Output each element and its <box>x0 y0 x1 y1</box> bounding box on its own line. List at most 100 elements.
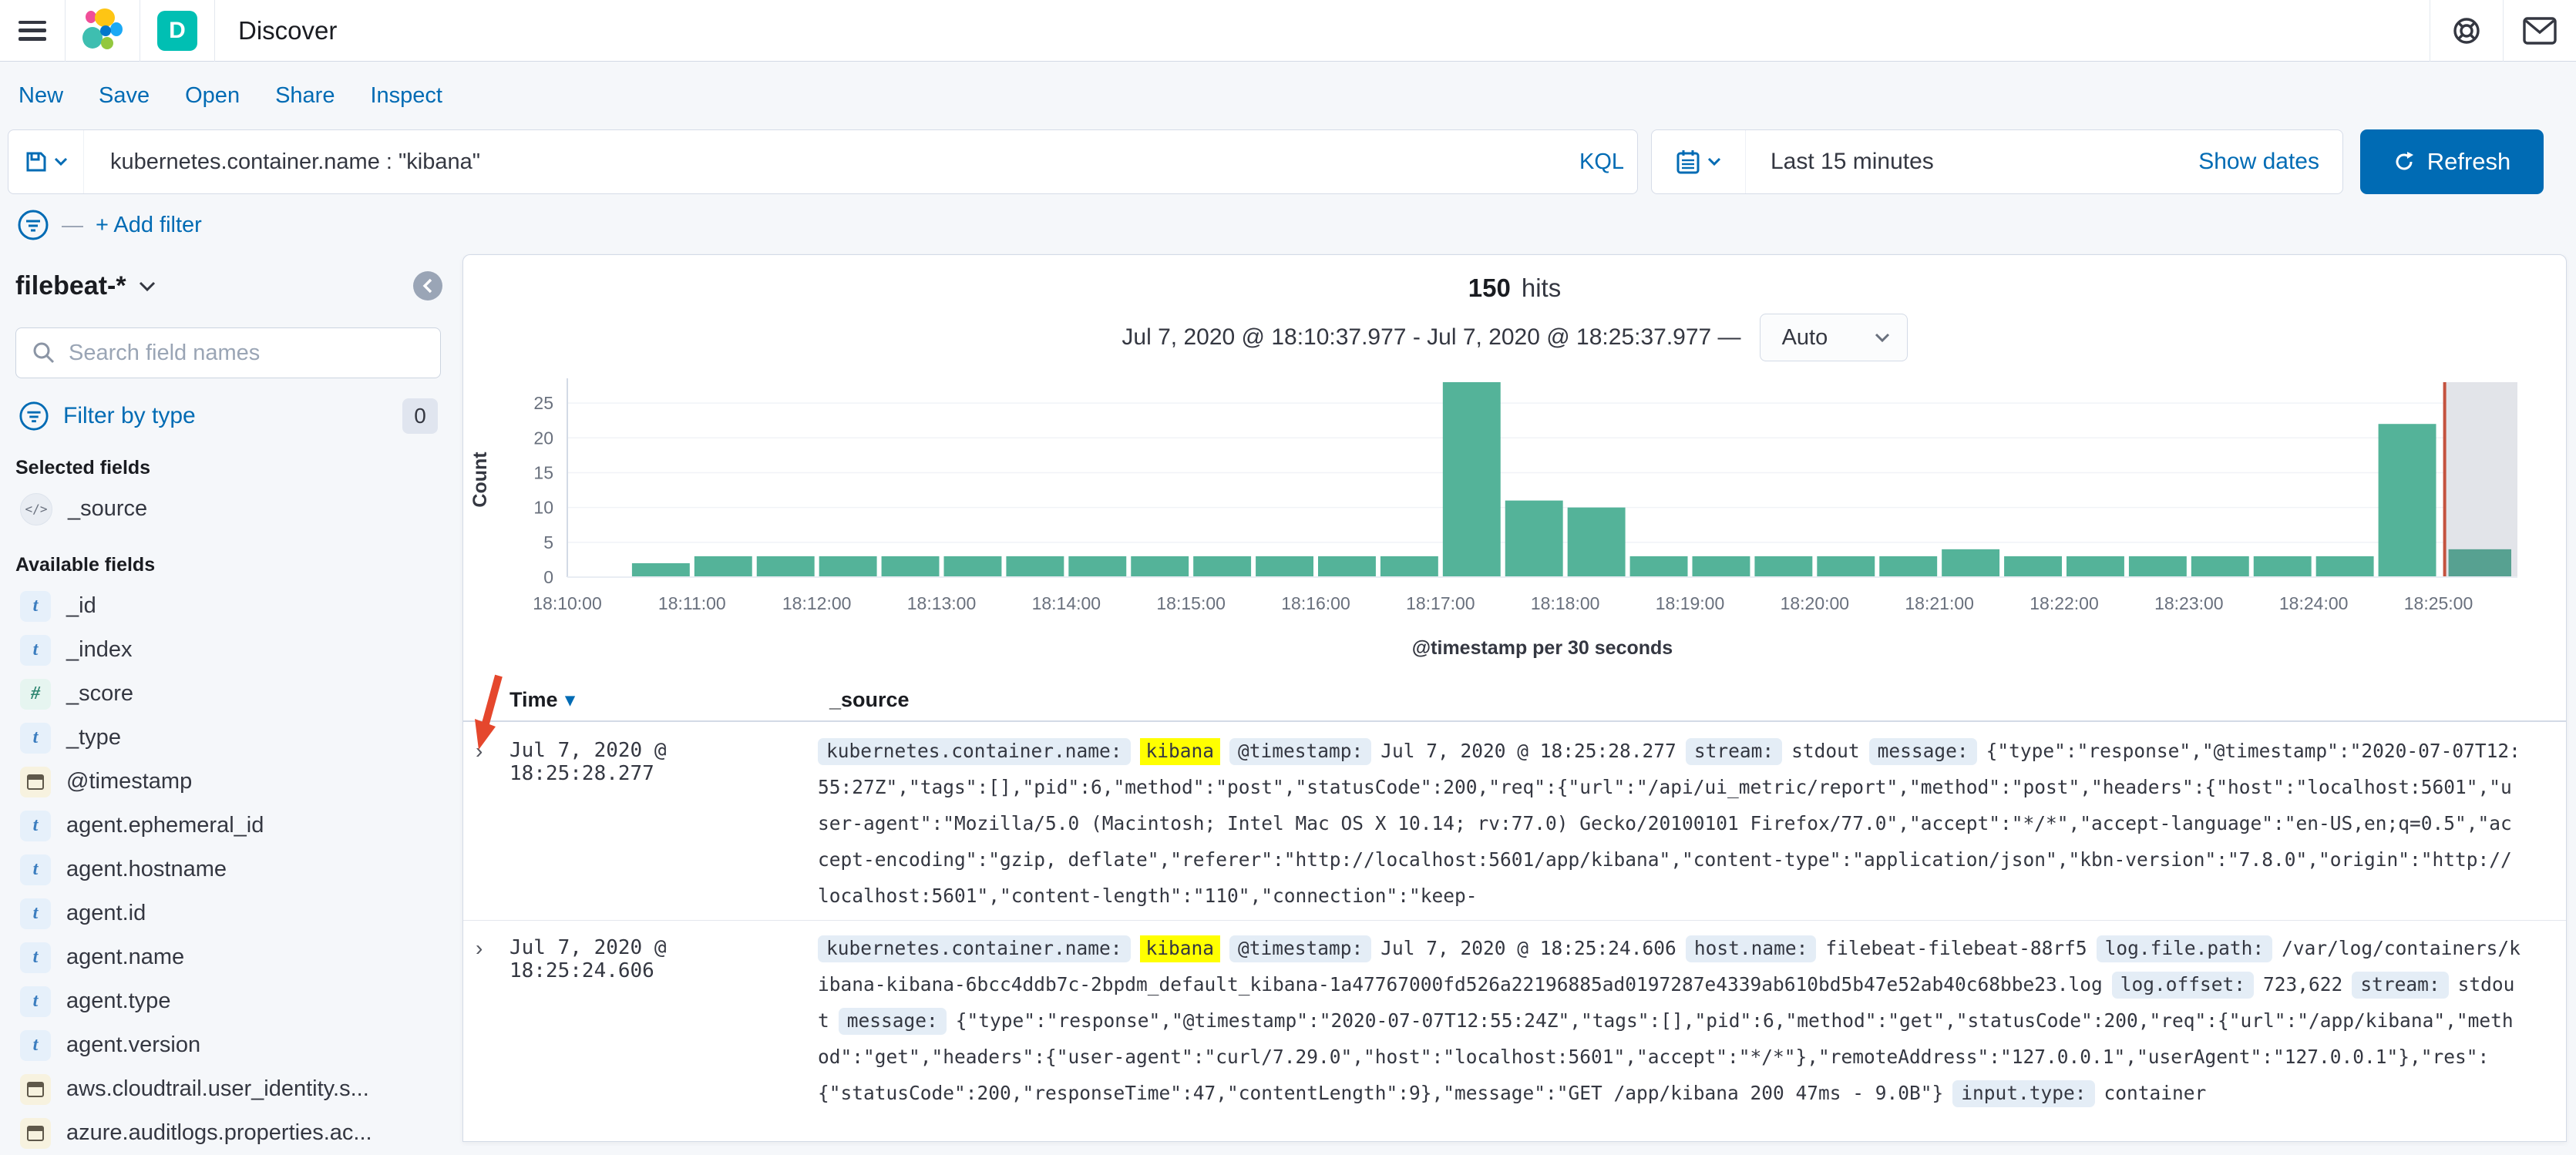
field-item-_source[interactable]: </> _source <box>15 487 441 531</box>
histogram-bar[interactable] <box>1629 556 1688 577</box>
filter-by-type-button[interactable]: Filter by type <box>63 403 196 428</box>
field-item-_type[interactable]: t _type <box>15 716 441 760</box>
query-language-button[interactable]: KQL <box>1579 149 1625 174</box>
chevron-down-icon <box>54 157 67 166</box>
field-name-badge: @timestamp: <box>1229 738 1372 765</box>
histogram-bar[interactable] <box>2253 556 2312 577</box>
saved-query-menu-button[interactable] <box>8 130 84 193</box>
new-button[interactable]: New <box>18 82 64 108</box>
refresh-button[interactable]: Refresh <box>2360 129 2544 194</box>
search-icon <box>33 342 55 364</box>
inspect-button[interactable]: Inspect <box>370 82 442 108</box>
show-dates-button[interactable]: Show dates <box>2198 149 2319 174</box>
field-item-agent.hostname[interactable]: t agent.hostname <box>15 848 441 891</box>
field-item-_score[interactable]: # _score <box>15 672 441 716</box>
newsfeed-button[interactable] <box>2504 0 2576 62</box>
field-item-azure.auditlogs.properties.ac...[interactable]: azure.auditlogs.properties.ac... <box>15 1111 441 1155</box>
histogram-bar[interactable] <box>2315 556 2374 577</box>
histogram-bar[interactable] <box>1380 556 1438 577</box>
string-field-icon: t <box>20 634 51 666</box>
calendar-icon <box>1676 150 1699 174</box>
histogram-bar[interactable] <box>1879 556 1938 577</box>
svg-text:0: 0 <box>543 567 553 587</box>
histogram-bar[interactable] <box>819 556 877 577</box>
histogram-bar[interactable] <box>2067 556 2124 577</box>
menu-button[interactable] <box>0 0 65 62</box>
histogram-bar[interactable] <box>1131 556 1189 577</box>
string-field-icon: t <box>20 722 51 754</box>
save-button[interactable]: Save <box>99 82 150 108</box>
histogram-bar[interactable] <box>1256 556 1314 577</box>
histogram-bar[interactable] <box>1754 556 1813 577</box>
share-button[interactable]: Share <box>275 82 335 108</box>
histogram-bar[interactable] <box>1817 556 1875 577</box>
histogram-bar[interactable] <box>2128 556 2187 577</box>
histogram-bar[interactable] <box>1942 549 2000 577</box>
histogram-bar[interactable] <box>1505 500 1563 577</box>
field-name: agent.ephemeral_id <box>66 813 264 838</box>
histogram-bar[interactable] <box>1193 556 1252 577</box>
histogram-bar[interactable] <box>1567 507 1626 577</box>
field-item-agent.id[interactable]: t agent.id <box>15 891 441 935</box>
app-icon-discover[interactable]: D <box>140 0 214 62</box>
elastic-logo[interactable] <box>66 0 140 62</box>
histogram-bar[interactable] <box>1068 556 1127 577</box>
field-name: aws.cloudtrail.user_identity.s... <box>66 1076 369 1101</box>
svg-text:10: 10 <box>533 498 553 518</box>
histogram-bar[interactable] <box>881 556 940 577</box>
field-item-_id[interactable]: t _id <box>15 584 441 628</box>
add-filter-button[interactable]: + Add filter <box>96 212 202 237</box>
histogram-bar[interactable] <box>2378 424 2436 577</box>
field-value: stdout <box>1791 740 1860 762</box>
search-field-names-input[interactable] <box>69 340 440 366</box>
column-header-time[interactable]: Time ▾ <box>509 688 575 712</box>
histogram-bar[interactable] <box>1692 556 1750 577</box>
field-item-@timestamp[interactable]: @timestamp <box>15 760 441 804</box>
field-item-aws.cloudtrail.user_identity.s...[interactable]: aws.cloudtrail.user_identity.s... <box>15 1067 441 1111</box>
svg-text:Count: Count <box>469 452 491 508</box>
sort-descending-icon[interactable]: ▾ <box>565 690 575 710</box>
expand-row-toggle[interactable]: › <box>476 936 483 960</box>
histogram-bar[interactable] <box>1318 556 1376 577</box>
index-pattern-selector[interactable]: filebeat-* <box>15 271 126 301</box>
histogram-bar[interactable] <box>694 556 752 577</box>
string-field-icon: t <box>20 985 51 1017</box>
histogram-chart[interactable]: 0 5 10 15 20 25 18:10:00 18:11:00 18:12:00 18:13:… <box>463 355 2566 687</box>
expand-row-toggle[interactable]: › <box>476 739 483 763</box>
elastic-logo-icon <box>82 8 123 49</box>
time-range-value[interactable]: Last 15 minutes <box>1771 149 1934 174</box>
field-item-agent.ephemeral_id[interactable]: t agent.ephemeral_id <box>15 804 441 848</box>
open-button[interactable]: Open <box>185 82 240 108</box>
field-name-badge: stream: <box>2352 972 2449 999</box>
histogram-bar[interactable] <box>943 556 1002 577</box>
chevron-down-icon <box>1875 333 1889 342</box>
field-name: _type <box>66 725 121 750</box>
field-name-badge: @timestamp: <box>1229 935 1372 962</box>
field-item-agent.type[interactable]: t agent.type <box>15 979 441 1023</box>
field-name: _index <box>66 637 133 662</box>
field-item-agent.name[interactable]: t agent.name <box>15 935 441 979</box>
histogram-bar[interactable] <box>1006 556 1064 577</box>
refresh-button-label: Refresh <box>2426 148 2511 175</box>
query-input[interactable] <box>84 149 1566 175</box>
field-value: Jul 7, 2020 @ 18:25:28.277 <box>1380 740 1676 762</box>
histogram-bar[interactable] <box>2191 556 2249 577</box>
collapse-sidebar-button[interactable] <box>413 271 442 301</box>
histogram-bar[interactable] <box>2448 549 2511 577</box>
histogram-bar[interactable] <box>1442 382 1501 577</box>
field-item-_index[interactable]: t _index <box>15 628 441 672</box>
interval-select[interactable]: Auto <box>1759 314 1908 361</box>
svg-text:18:13:00: 18:13:00 <box>907 593 977 613</box>
help-button[interactable] <box>2430 0 2503 62</box>
page-title: Discover <box>238 15 338 45</box>
svg-text:18:12:00: 18:12:00 <box>782 593 852 613</box>
field-value: {"type":"response","@timestamp":"2020-07… <box>818 740 2521 907</box>
histogram-bar[interactable] <box>631 562 690 577</box>
field-name: agent.name <box>66 945 185 969</box>
histogram-bar[interactable] <box>756 556 815 577</box>
filter-icon[interactable] <box>17 209 49 241</box>
quick-select-time-button[interactable] <box>1652 130 1746 193</box>
histogram-bar[interactable] <box>2004 556 2063 577</box>
field-item-agent.version[interactable]: t agent.version <box>15 1023 441 1067</box>
filter-separator: — <box>62 213 83 237</box>
